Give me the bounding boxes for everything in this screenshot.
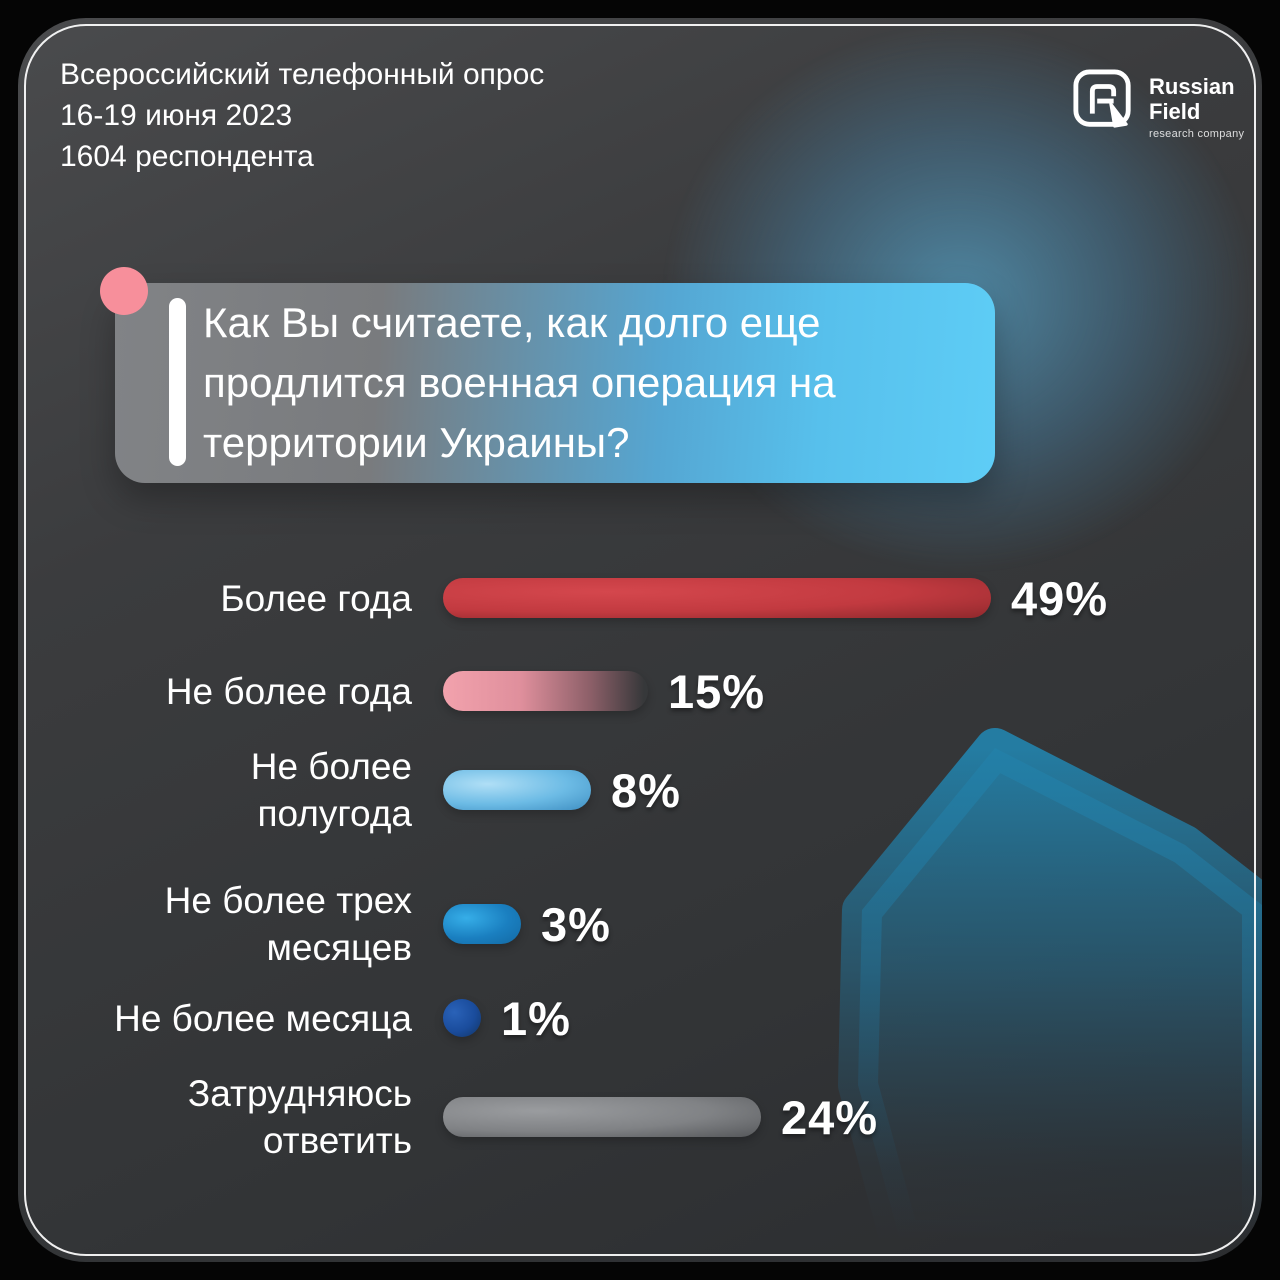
logo-name-line1: Russian [1149,74,1235,99]
value-label: 8% [611,763,681,817]
russian-field-logo: Russian Field research company [1072,68,1244,140]
chart-row: Не более месяца 1% [60,963,1240,1073]
chart-row: Не более трех месяцев 3% [60,869,1240,979]
bar-difficult-to-answer [443,1097,761,1137]
teal-polygon-decoration [838,728,1262,1260]
value-label: 24% [781,1090,879,1144]
russian-field-logo-icon [1073,69,1131,128]
category-label: Не более трех месяцев [164,880,412,968]
bar-not-more-than-month [443,999,481,1037]
bar-not-more-than-three-months [443,904,521,944]
question-text: Как Вы считаете, как долго еще продлится… [203,299,836,466]
survey-respondents: 1604 респондента [60,140,314,173]
survey-type: Всероссийский телефонный опрос [60,58,545,91]
chart-row: Затрудняюсь ответить 24% [60,1062,1240,1172]
survey-info: Всероссийский телефонный опрос 16-19 июн… [60,54,544,177]
card: Всероссийский телефонный опрос 16-19 июн… [18,18,1262,1262]
bar-not-more-than-year [443,671,648,711]
logo-tagline: research company [1149,128,1245,140]
logo-name-line2: Field [1149,99,1201,124]
value-label: 1% [501,991,571,1045]
bar-chart: Более года 49% Не более года 15% Не боле… [18,18,1262,1262]
question-card: Как Вы считаете, как долго еще продлится… [115,283,995,483]
chart-row: Не более полугода 8% [60,735,1240,845]
category-label: Не более месяца [114,997,412,1039]
category-label: Более года [220,577,412,619]
value-label: 49% [1011,571,1109,625]
category-label: Затрудняюсь ответить [187,1073,412,1161]
category-label: Не более полугода [250,746,412,834]
value-label: 3% [541,897,611,951]
value-label: 15% [668,664,766,718]
logo-text: Russian Field research company [1149,68,1244,140]
pink-dot-decoration [100,267,148,315]
survey-dates: 16-19 июня 2023 [60,99,293,132]
chart-row: Не более года 15% [60,636,1240,746]
bar-more-than-year [443,578,991,618]
category-label: Не более года [165,670,412,712]
question-accent-bar [169,298,186,466]
bar-not-more-than-half-year [443,770,591,810]
chart-row: Более года 49% [60,543,1240,653]
